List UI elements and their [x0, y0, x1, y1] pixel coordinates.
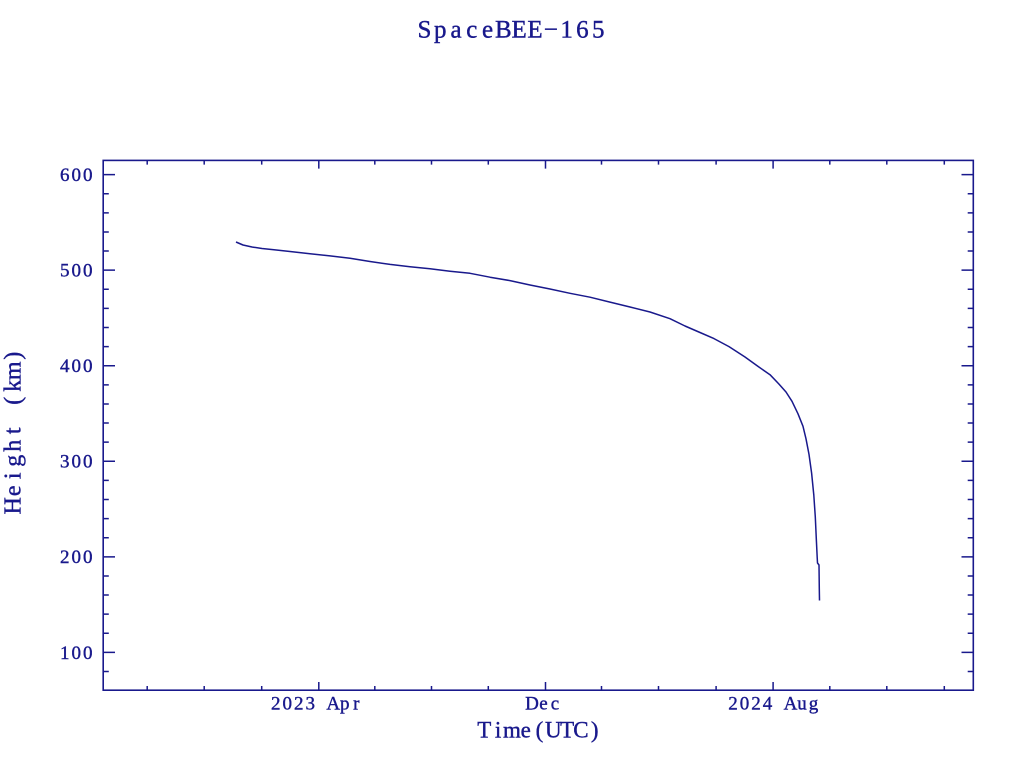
svg-text:2024 Aug: 2024 Aug — [728, 693, 819, 714]
svg-text:400: 400 — [60, 356, 93, 377]
svg-text:SpaceBEE−165: SpaceBEE−165 — [417, 17, 604, 44]
svg-text:300: 300 — [60, 452, 93, 473]
svg-text:Dec: Dec — [525, 693, 559, 714]
svg-text:2023 Apr: 2023 Apr — [271, 693, 360, 714]
svg-text:Height (km): Height (km) — [0, 352, 26, 515]
svg-text:Time(UTC): Time(UTC) — [477, 718, 598, 743]
svg-text:100: 100 — [60, 643, 93, 664]
svg-text:600: 600 — [60, 165, 93, 186]
svg-text:500: 500 — [60, 261, 93, 282]
svg-text:200: 200 — [60, 547, 93, 568]
